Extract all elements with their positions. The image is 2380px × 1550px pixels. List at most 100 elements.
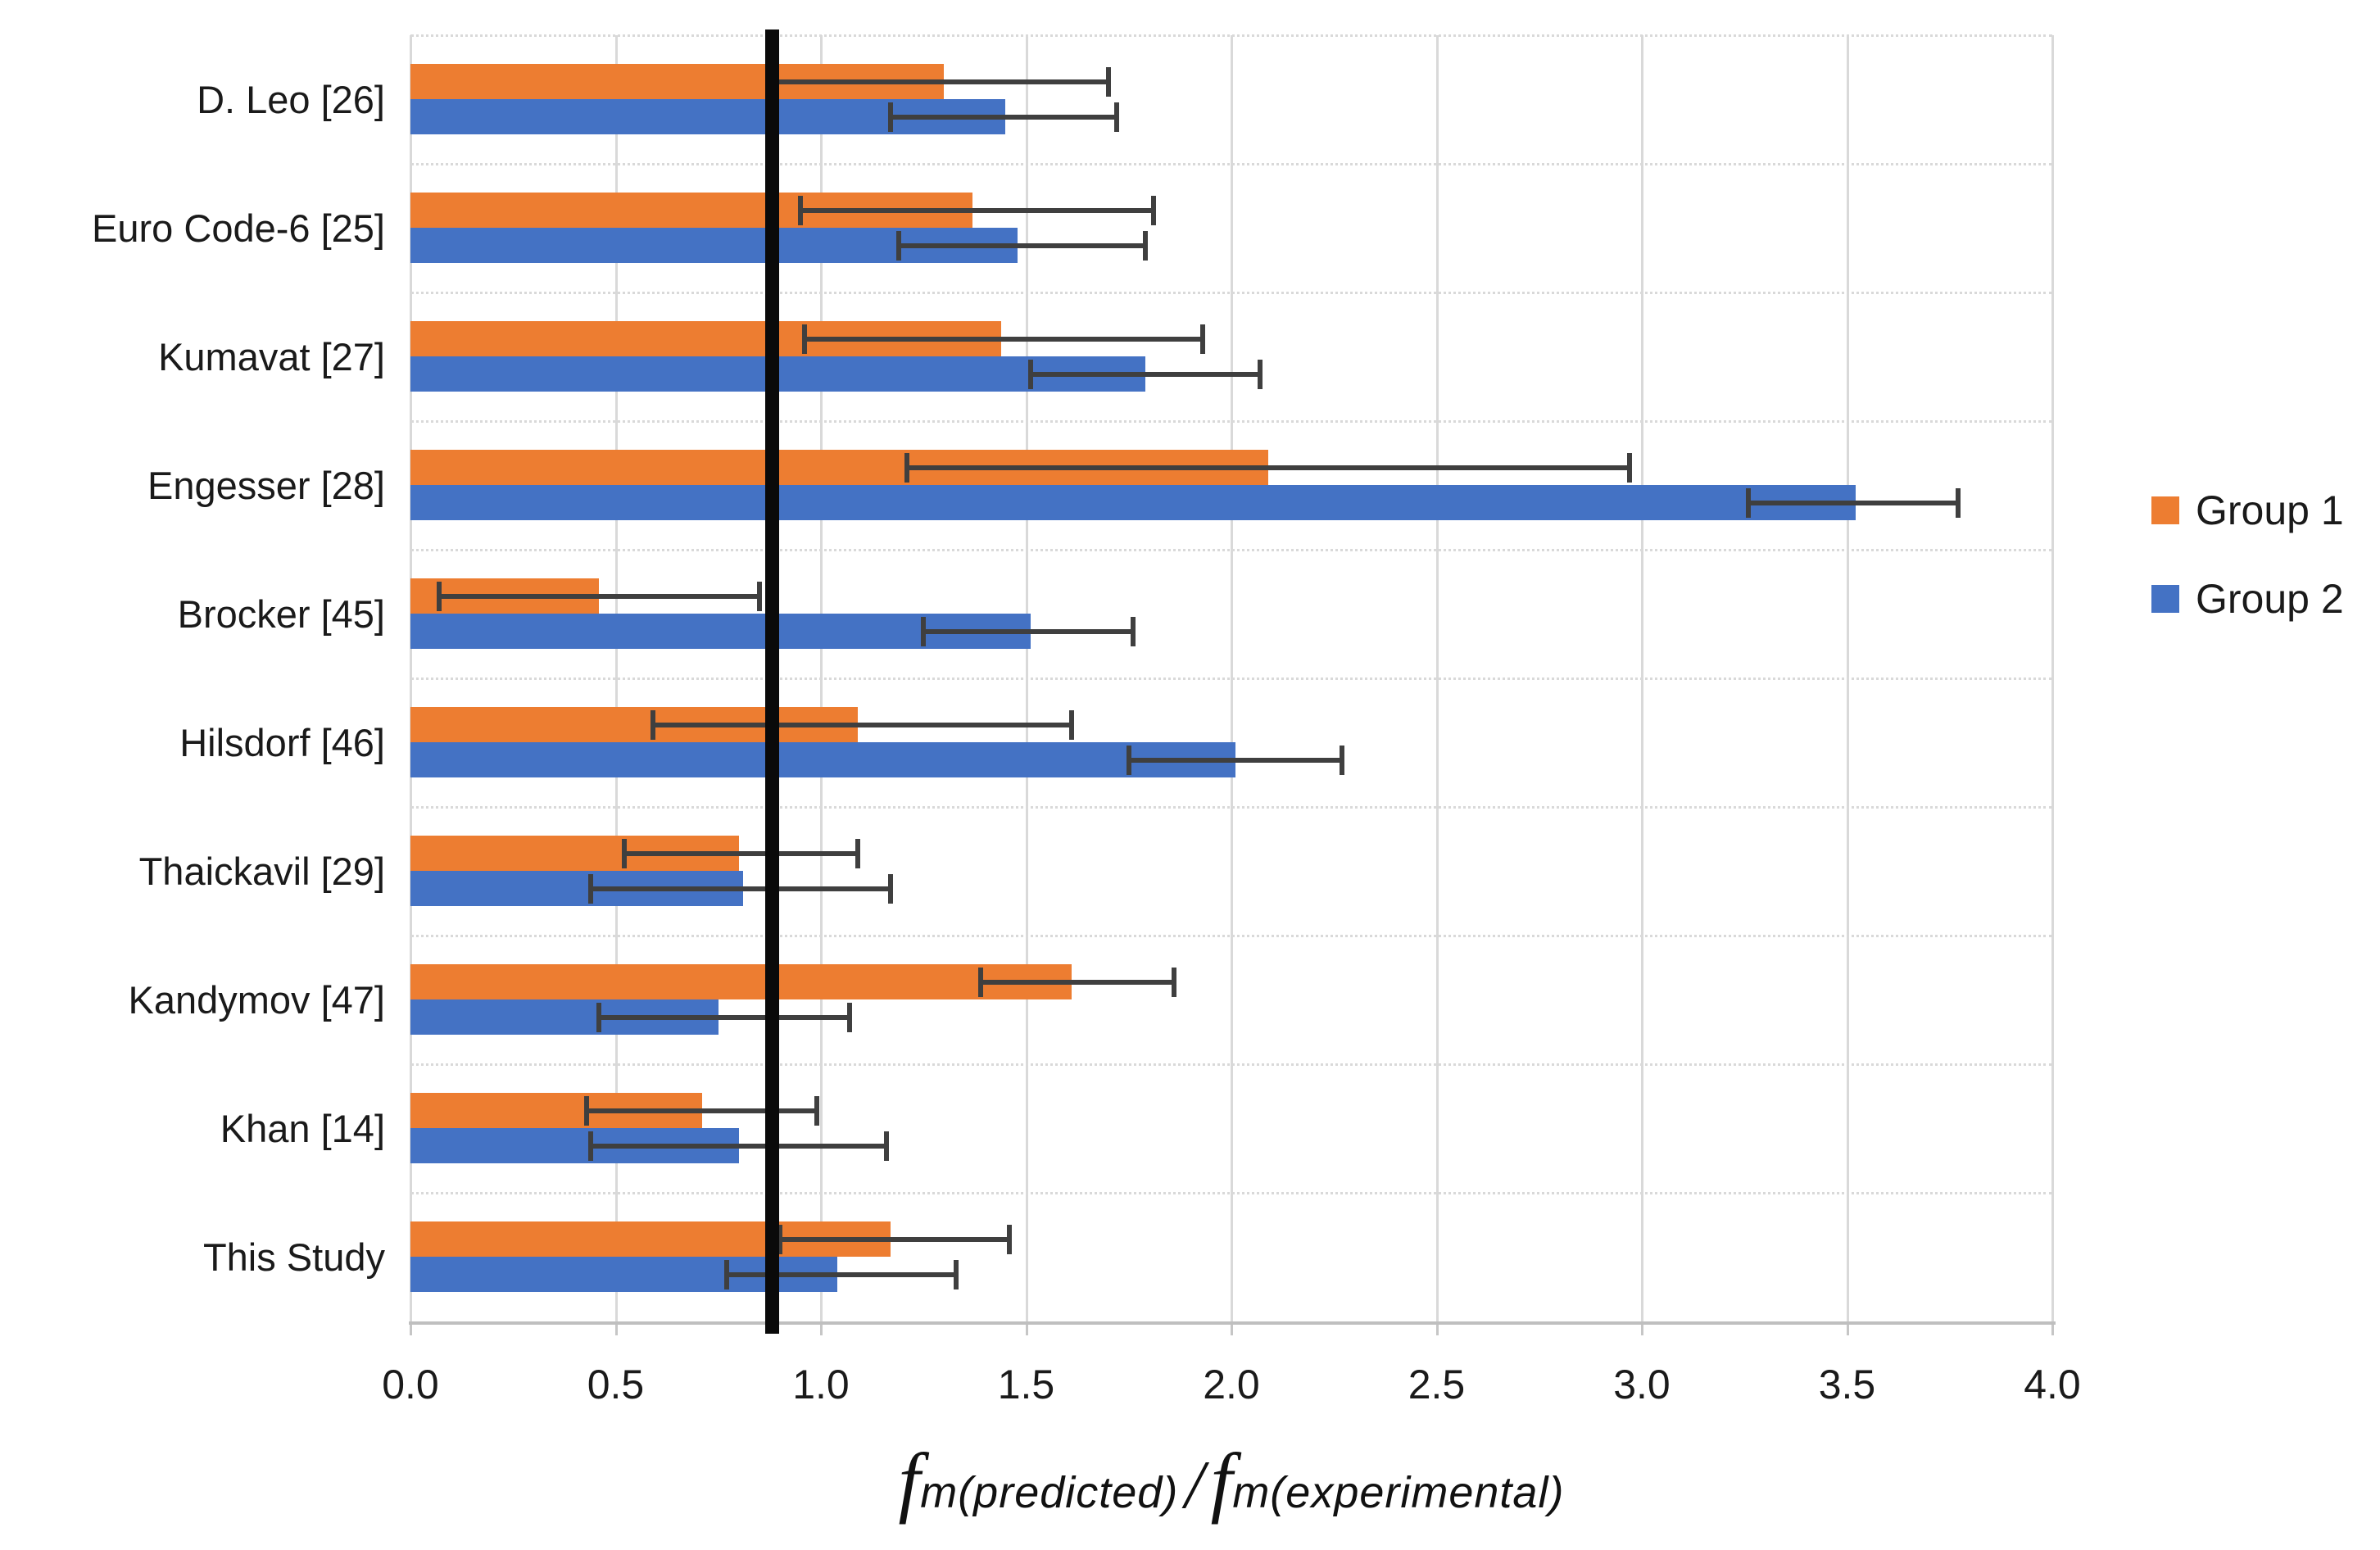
- error-bar-cap-max: [847, 1002, 853, 1032]
- error-bar-cap-max: [1142, 230, 1148, 261]
- error-bar-cap-min: [584, 1095, 590, 1126]
- error-bar-cap-max: [855, 838, 861, 868]
- error-bar-cap-min: [1746, 487, 1752, 518]
- x-tick-label-2.5: 2.5: [1408, 1362, 1466, 1407]
- error-bar-cap-max: [1626, 452, 1632, 483]
- error-bar-row-6: [591, 886, 891, 891]
- band-divider: [410, 935, 2052, 937]
- legend-label: Group 2: [2196, 576, 2344, 622]
- x-axis-tick-2.5: [1435, 1325, 1439, 1335]
- category-label: Khan [14]: [220, 1106, 385, 1150]
- bar-group-2-row-5: [410, 742, 1235, 777]
- error-bar-cap-min: [621, 838, 627, 868]
- x-tick-label-2.0: 2.0: [1203, 1362, 1260, 1407]
- error-bar-cap-min: [588, 1131, 594, 1161]
- error-bar-cap-min: [1126, 745, 1131, 775]
- error-bar-row-8: [587, 1108, 817, 1113]
- bar-group-2-row-3: [410, 485, 1856, 520]
- axis-title-f2: f: [1210, 1437, 1233, 1525]
- band-divider: [410, 806, 2052, 809]
- band-divider: [410, 163, 2052, 165]
- error-bar-cap-max: [1340, 745, 1345, 775]
- error-bar-cap-min: [888, 102, 894, 132]
- gridline-x-4: [2051, 35, 2054, 1321]
- error-bar-cap-min: [723, 1259, 729, 1289]
- error-bar-cap-max: [1068, 709, 1074, 740]
- error-bar-row-9: [779, 1236, 1010, 1242]
- category-label: D. Leo [26]: [197, 77, 385, 121]
- error-bar-cap-max: [1113, 102, 1119, 132]
- x-axis-tick-3: [1641, 1325, 1643, 1335]
- legend-swatch-group-1: [2151, 496, 2179, 524]
- error-bar-cap-max: [1150, 195, 1156, 225]
- x-tick-label-1.5: 1.5: [997, 1362, 1055, 1407]
- x-axis-tick-0.5: [614, 1325, 618, 1335]
- error-bar-row-7: [981, 979, 1174, 985]
- error-bar-row-4: [439, 593, 759, 599]
- band-divider: [410, 678, 2052, 680]
- error-bar-row-0: [775, 79, 1108, 84]
- error-bar-cap-min: [1027, 359, 1033, 389]
- category-label: Hilsdorf [46]: [179, 720, 385, 764]
- error-bar-cap-min: [921, 616, 927, 646]
- error-bar-row-5: [652, 722, 1072, 727]
- legend-entry-group-1: Group 1: [2151, 487, 2344, 533]
- category-label: Brocker [45]: [177, 591, 385, 636]
- axis-title-sub2: m(experimental): [1232, 1468, 1565, 1517]
- x-axis-tick-2: [1231, 1325, 1233, 1335]
- category-label: Thaickavil [29]: [138, 849, 385, 893]
- x-tick-label-4.0: 4.0: [2024, 1362, 2081, 1407]
- band-divider: [410, 420, 2052, 423]
- x-axis-tick-1: [820, 1325, 823, 1335]
- error-bar-row-3: [1748, 500, 1958, 505]
- error-bar-cap-max: [1199, 324, 1205, 354]
- error-bar-cap-max: [888, 873, 894, 904]
- error-bar-cap-min: [650, 709, 655, 740]
- x-tick-label-0.0: 0.0: [382, 1362, 439, 1407]
- error-bar-cap-min: [437, 581, 442, 611]
- error-bar-row-9: [726, 1271, 957, 1277]
- band-divider: [410, 1192, 2052, 1194]
- x-tick-label-1.0: 1.0: [792, 1362, 850, 1407]
- error-bar-cap-min: [801, 324, 807, 354]
- legend-label: Group 1: [2196, 487, 2344, 533]
- error-bar-cap-max: [1105, 66, 1111, 97]
- axis-title-slash: /: [1185, 1447, 1204, 1523]
- error-bar-cap-min: [596, 1002, 602, 1032]
- x-tick-label-0.5: 0.5: [587, 1362, 645, 1407]
- x-axis-tick-4: [2051, 1325, 2054, 1335]
- category-label: Kandymov [47]: [128, 977, 385, 1022]
- error-bar-cap-max: [1955, 487, 1961, 518]
- x-axis-tick-0: [410, 1325, 412, 1335]
- error-bar-row-2: [804, 336, 1203, 342]
- error-bar-cap-min: [978, 967, 984, 997]
- x-axis-title: fm(predicted)/fm(experimental): [410, 1435, 2052, 1526]
- error-bar-cap-max: [1258, 359, 1263, 389]
- error-bar-row-1: [899, 242, 1145, 248]
- x-tick-label-3.5: 3.5: [1818, 1362, 1876, 1407]
- category-label: Euro Code-6 [25]: [92, 206, 385, 250]
- category-label: Kumavat [27]: [158, 334, 385, 378]
- legend-swatch-group-2: [2151, 585, 2179, 613]
- error-bar-row-2: [1030, 371, 1261, 377]
- reference-line: [764, 29, 779, 1334]
- band-divider: [410, 34, 2052, 37]
- category-label: Engesser [28]: [147, 463, 385, 507]
- error-bar-row-1: [800, 207, 1154, 213]
- axis-title-sub1: m(predicted): [920, 1468, 1179, 1517]
- error-bar-cap-max: [954, 1259, 959, 1289]
- error-bar-cap-max: [1171, 967, 1176, 997]
- error-bar-cap-min: [904, 452, 910, 483]
- error-bar-row-3: [907, 465, 1630, 470]
- bar-group-1-row-7: [410, 964, 1072, 999]
- legend-entry-group-2: Group 2: [2151, 576, 2344, 622]
- error-bar-cap-min: [896, 230, 902, 261]
- category-label: This Study: [202, 1235, 385, 1279]
- x-axis-line: [409, 1321, 2056, 1325]
- error-bar-row-7: [599, 1014, 850, 1020]
- error-bar-cap-max: [1130, 616, 1136, 646]
- band-divider: [410, 1063, 2052, 1066]
- error-bar-cap-min: [797, 195, 803, 225]
- error-bar-row-5: [1128, 757, 1343, 763]
